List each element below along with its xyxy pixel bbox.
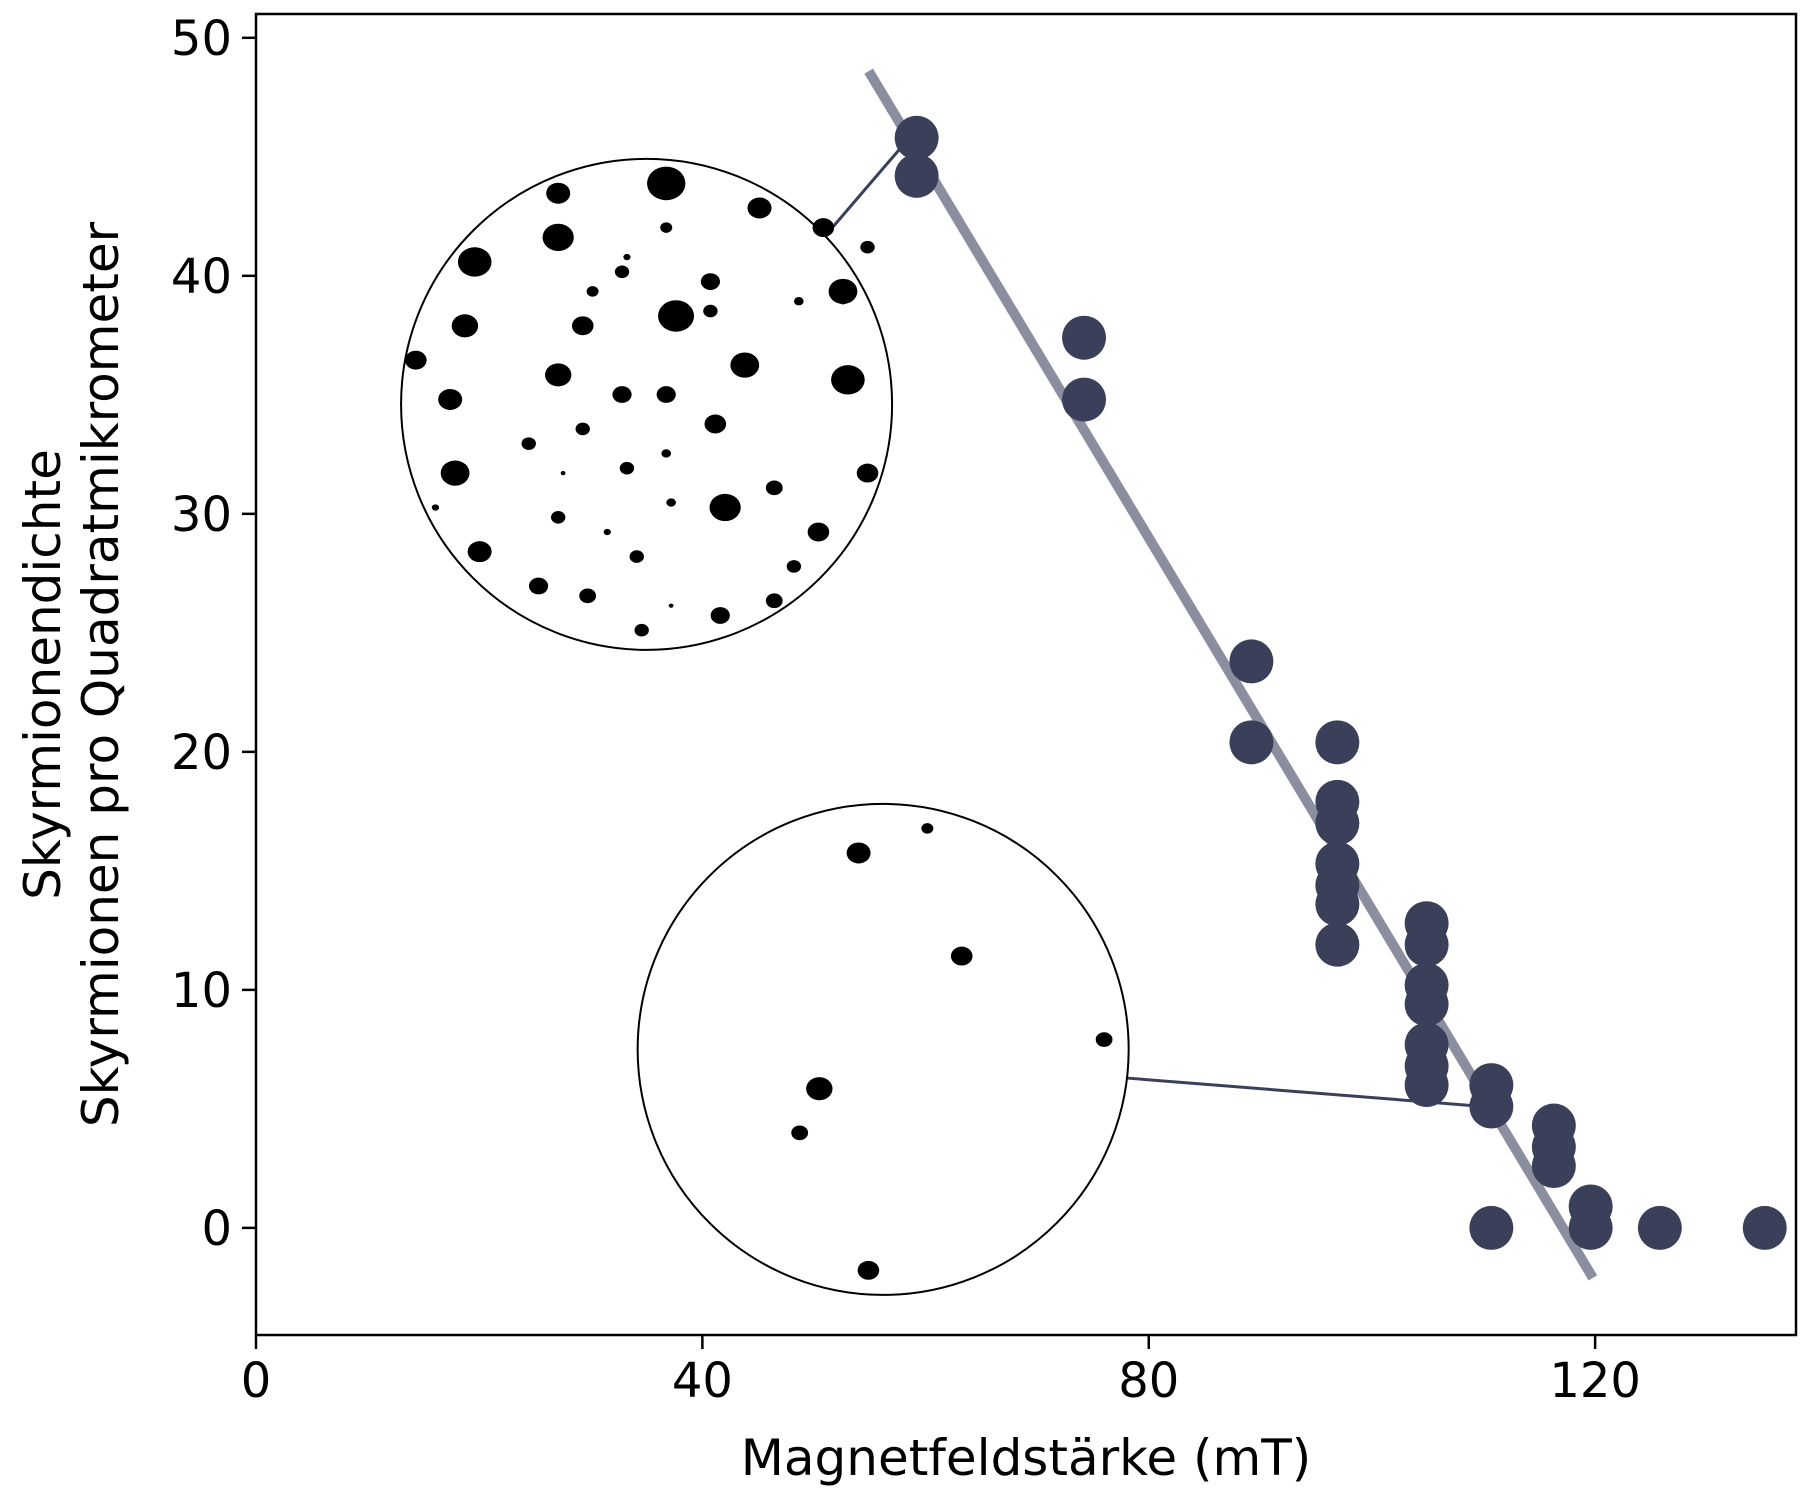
skyrmion-dot	[467, 541, 492, 563]
skyrmion-dot	[857, 1260, 880, 1280]
skyrmion-dot	[528, 577, 549, 595]
skyrmion-dot	[786, 560, 802, 573]
data-point	[1404, 1063, 1449, 1108]
data-point	[1315, 720, 1360, 765]
skyrmion-dot	[661, 449, 672, 458]
skyrmion-dot	[586, 286, 599, 297]
data-point	[1469, 1205, 1514, 1250]
plot-area	[400, 68, 1787, 1296]
y-axis: 0 10 20 30 40 50	[171, 11, 256, 1257]
skyrmion-dot	[451, 314, 479, 338]
skyrmion-dot	[629, 550, 644, 563]
skyrmion-dot	[612, 386, 632, 403]
x-tick-label: 80	[1118, 1353, 1179, 1409]
skyrmion-dot	[546, 182, 571, 204]
skyrmion-dot	[765, 480, 783, 496]
y-axis-title: Skyrmionendichte Skyrmionen pro Quadratm…	[14, 221, 130, 1127]
x-axis-title: Magnetfeldstärke (mT)	[741, 1429, 1312, 1487]
skyrmion-dot	[405, 350, 427, 370]
skyrmion-dot	[623, 253, 631, 261]
data-point	[1229, 720, 1274, 765]
skyrmion-dot	[806, 1077, 833, 1101]
skyrmion-dot	[839, 298, 847, 305]
skyrmion-dot	[856, 463, 879, 483]
data-point	[1568, 1205, 1613, 1250]
y-tick-label: 50	[171, 11, 232, 67]
data-point	[1315, 801, 1360, 846]
data-point	[894, 115, 939, 160]
skyrmion-dot	[614, 265, 630, 279]
data-point	[1404, 982, 1449, 1027]
data-point	[894, 153, 939, 198]
y-tick-label: 30	[171, 487, 232, 543]
skyrmion-dot	[703, 304, 718, 318]
skyrmion-dot	[579, 588, 597, 604]
data-point	[1062, 377, 1107, 422]
skyrmion-dot	[730, 352, 760, 378]
skyrmion-dot	[542, 223, 574, 252]
skyrmion-dot	[603, 528, 611, 536]
y-tick-label: 40	[171, 249, 232, 305]
y-tick-label: 10	[171, 963, 232, 1019]
skyrmion-dot	[831, 365, 865, 395]
skyrmion-dot	[440, 460, 470, 486]
skyrmion-dot	[438, 388, 463, 410]
data-point	[1404, 922, 1449, 967]
inset-circle	[400, 157, 894, 651]
skyrmion-dot	[457, 247, 492, 277]
data-point	[1469, 1084, 1514, 1129]
skyrmion-dot	[812, 218, 835, 238]
data-point	[1531, 1144, 1576, 1189]
y-axis-title-line-2: Skyrmionen pro Quadratmikrometer	[72, 221, 130, 1127]
plot-frame	[254, 12, 1798, 1337]
inset-high-density	[400, 143, 905, 651]
data-point	[1742, 1205, 1787, 1250]
skyrmion-dot	[431, 504, 440, 511]
skyrmion-dot	[550, 510, 566, 524]
skyrmion-dot	[521, 437, 536, 450]
x-tick-label: 0	[241, 1353, 272, 1409]
x-axis: 0 40 80 120	[241, 1335, 1641, 1409]
skyrmion-dot	[846, 842, 871, 864]
skyrmion-dot	[619, 461, 635, 475]
skyrmion-dot	[544, 363, 572, 387]
skyrmion-dot	[791, 1125, 809, 1141]
y-tick-label: 0	[201, 1201, 232, 1257]
skyrmion-dot	[709, 493, 741, 522]
skyrmion-dot	[656, 386, 676, 403]
data-point	[1229, 639, 1274, 684]
skyrmion-dot	[747, 197, 772, 219]
inset-circle	[636, 802, 1130, 1296]
skyrmion-dot	[560, 470, 566, 476]
data-point	[1315, 922, 1360, 967]
skyrmion-dot	[666, 498, 676, 507]
skyrmion-dot	[860, 240, 875, 254]
skyrmion-dot	[1095, 1032, 1113, 1047]
inset-low-density	[636, 802, 1484, 1296]
skyrmion-dot	[710, 607, 730, 624]
skyrmion-dot	[950, 946, 973, 966]
data-point	[1637, 1205, 1682, 1250]
skyrmion-dot	[807, 522, 830, 542]
skyrmion-dot	[704, 414, 727, 434]
y-tick-label: 20	[171, 725, 232, 781]
x-tick-label: 40	[672, 1353, 733, 1409]
skyrmion-dot	[571, 316, 594, 336]
skyrmion-dot	[668, 603, 674, 608]
skyrmion-dot	[765, 593, 783, 609]
skyrmion-dot	[634, 623, 649, 637]
skyrmion-dot	[828, 278, 858, 305]
skyrmion-dot	[658, 300, 695, 332]
data-point	[1062, 315, 1107, 360]
skyrmion-dot	[660, 222, 673, 233]
data-point	[1315, 882, 1360, 927]
y-axis-title-line-1: Skyrmionendichte	[14, 449, 72, 900]
x-tick-label: 120	[1549, 1353, 1641, 1409]
skyrmion-dot	[921, 823, 934, 834]
skyrmion-dot	[647, 166, 686, 201]
skyrmion-dot	[700, 273, 721, 290]
skyrmion-dot	[793, 297, 804, 306]
skyrmion-dot	[575, 422, 590, 436]
